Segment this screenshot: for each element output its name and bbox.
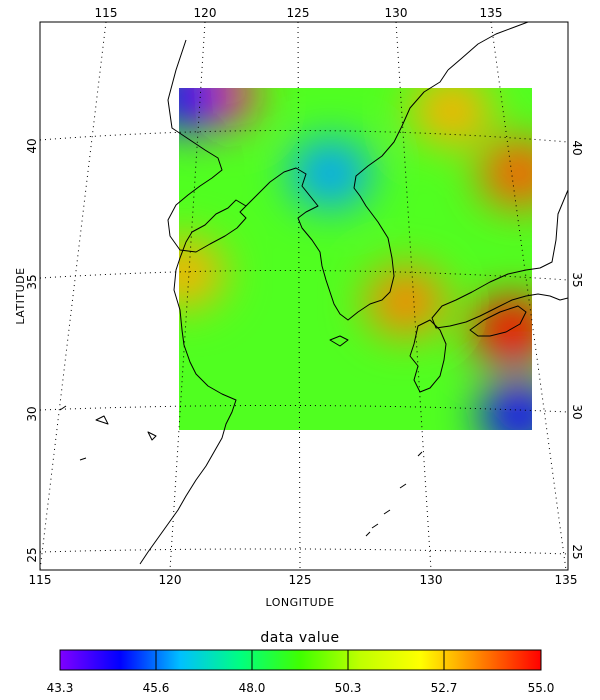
data-field [179,88,532,430]
right-tick-labels: 25 30 35 40 [570,140,584,559]
coastline [59,22,568,565]
coastal-islands [59,405,157,461]
colorbar-label-3: 50.3 [335,681,362,695]
meridian-line [40,22,107,570]
bottom-tick-130: 130 [420,573,443,587]
japan-honshu [431,189,568,329]
right-tick-40: 40 [570,140,584,155]
data-hotspot [179,239,225,308]
top-tick-125: 125 [287,6,310,20]
china-coastline [139,39,247,565]
bottom-tick-115: 115 [29,573,52,587]
data-hotspot [179,88,227,131]
colorbar-title: data value [260,630,339,646]
colorbar-label-1: 45.6 [143,681,170,695]
left-tick-40: 40 [25,138,39,153]
data-hotspot [290,139,371,208]
colorbar-label-4: 52.7 [431,681,458,695]
data-hotspot [365,267,446,336]
colorbar [59,649,542,671]
parallel-line [40,548,568,555]
japan-shikoku [469,305,527,337]
bottom-tick-labels: 115 120 125 130 135 [29,573,578,587]
colorbar-label-5: 55.0 [528,681,555,695]
colorbar-label-0: 43.3 [47,681,74,695]
top-tick-115: 115 [95,6,118,20]
bottom-tick-135: 135 [555,573,578,587]
bottom-tick-125: 125 [289,573,312,587]
top-tick-120: 120 [194,6,217,20]
top-tick-135: 135 [480,6,503,20]
jeju-island [329,335,349,347]
y-axis-title: LATITUDE [14,267,27,324]
right-tick-25: 25 [570,544,584,559]
colorbar-labels: 43.3 45.6 48.0 50.3 52.7 55.0 [47,681,555,695]
data-hotspot [471,296,532,365]
right-tick-30: 30 [570,404,584,419]
left-tick-labels: 25 30 35 40 [25,138,39,562]
data-field-base [179,88,532,430]
left-tick-30: 30 [25,406,39,421]
left-tick-35: 35 [25,274,39,289]
map-frame [39,21,569,571]
data-hotspot [479,139,532,208]
data-hotspot [479,381,532,430]
graticule [40,22,568,570]
colorbar-dividers [155,650,445,670]
right-tick-35: 35 [570,272,584,287]
korea-coastline [245,69,449,321]
x-axis-title: LONGITUDE [265,596,334,609]
russia-coastline [447,22,529,71]
ryukyu-islands [365,451,423,537]
data-hotspot [411,88,492,145]
bottom-tick-120: 120 [159,573,182,587]
top-tick-labels: 115 120 125 130 135 [95,6,503,20]
japan-kyushu [409,319,447,393]
colorbar-label-2: 48.0 [239,681,266,695]
meridian-line [490,22,567,570]
left-tick-25: 25 [25,547,39,562]
top-tick-130: 130 [385,6,408,20]
